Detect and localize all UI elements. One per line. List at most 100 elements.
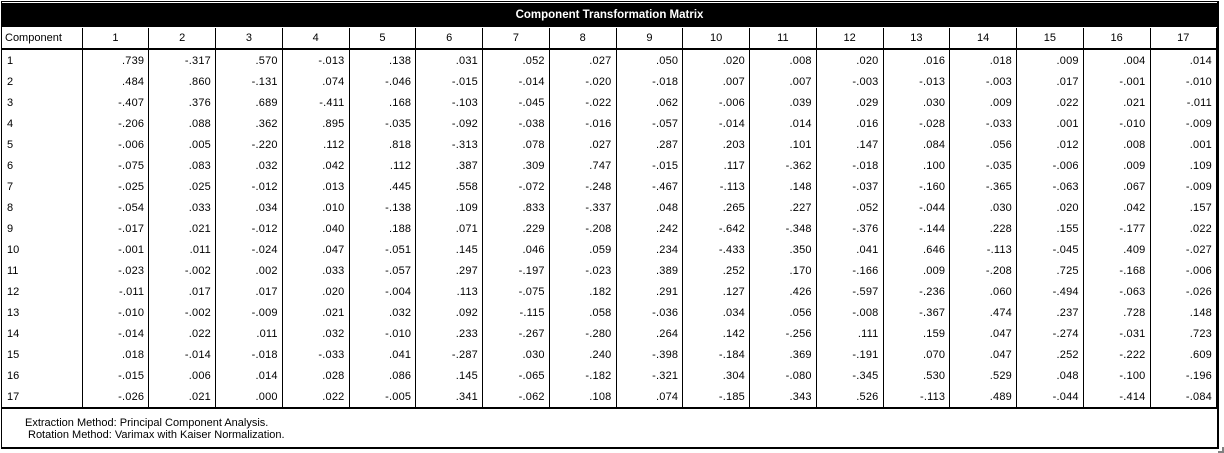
table-cell: -.009 bbox=[1150, 176, 1218, 197]
table-cell: .017 bbox=[215, 281, 283, 302]
table-cell: -.411 bbox=[282, 92, 350, 113]
table-cell: -.197 bbox=[482, 260, 550, 281]
table-row: 14 -.014.022.011.032 -.010.233 -.267 -.280.2… bbox=[2, 323, 1218, 344]
table-cell: -.025 bbox=[82, 176, 150, 197]
table-row: 11 -.023 -.002.002.033 -.057.297 -.197 -.023.… bbox=[2, 260, 1218, 281]
table-cell: .067 bbox=[1083, 176, 1151, 197]
table-cell: .021 bbox=[1083, 92, 1151, 113]
table-cell: -.113 bbox=[883, 386, 951, 409]
table-cell: .007 bbox=[749, 71, 817, 92]
table-cell: .170 bbox=[749, 260, 817, 281]
table-cell: .052 bbox=[482, 49, 550, 71]
table-cell: .252 bbox=[1016, 344, 1084, 365]
table-cell: .001 bbox=[1016, 113, 1084, 134]
table-cell: -.642 bbox=[682, 218, 750, 239]
table-cell: .570 bbox=[215, 49, 283, 71]
table-cell: -.015 bbox=[616, 155, 684, 176]
table-cell: .030 bbox=[883, 92, 951, 113]
table-cell: .113 bbox=[415, 281, 483, 302]
table-cell: .127 bbox=[682, 281, 750, 302]
table-cell: .264 bbox=[616, 323, 684, 344]
table-cell: -.014 bbox=[82, 323, 150, 344]
column-header: 8 bbox=[549, 28, 617, 50]
table-cell: .100 bbox=[883, 155, 951, 176]
table-cell: .056 bbox=[749, 302, 817, 323]
table-cell: -.166 bbox=[816, 260, 884, 281]
table-cell: .008 bbox=[749, 49, 817, 71]
table-cell: .032 bbox=[349, 302, 417, 323]
table-cell: .050 bbox=[616, 49, 684, 71]
table-cell: -.020 bbox=[549, 71, 617, 92]
table-cell: -.026 bbox=[1150, 281, 1218, 302]
table-cell: -.080 bbox=[749, 365, 817, 386]
table-cell: .022 bbox=[1016, 92, 1084, 113]
table-cell: -.365 bbox=[949, 176, 1017, 197]
table-cell: -.037 bbox=[816, 176, 884, 197]
table-cell: .006 bbox=[148, 365, 216, 386]
footnotes: Extraction Method: Principal Component A… bbox=[25, 417, 285, 441]
table-cell: .041 bbox=[349, 344, 417, 365]
table-cell: -.376 bbox=[816, 218, 884, 239]
table-cell: .048 bbox=[1016, 365, 1084, 386]
table-cell: .168 bbox=[349, 92, 417, 113]
table-cell: -.018 bbox=[816, 155, 884, 176]
table-cell: .021 bbox=[282, 302, 350, 323]
table-cell: -.256 bbox=[749, 323, 817, 344]
table-row: 5 -.006.005 -.220.112.818 -.313.078.027.287… bbox=[2, 134, 1218, 155]
table-row: 12 -.011.017.017.020 -.004.113 -.075.182.29… bbox=[2, 281, 1218, 302]
table-cell: -.144 bbox=[883, 218, 951, 239]
table-cell: -.051 bbox=[349, 239, 417, 260]
rotation-method-note: Rotation Method: Varimax with Kaiser Nor… bbox=[28, 429, 285, 441]
table-cell: -.057 bbox=[616, 113, 684, 134]
table-cell: .112 bbox=[349, 155, 417, 176]
table-cell: -.004 bbox=[349, 281, 417, 302]
table-cell: -.168 bbox=[1083, 260, 1151, 281]
table-cell: .027 bbox=[549, 49, 617, 71]
table-cell: -.348 bbox=[749, 218, 817, 239]
table-cell: -.046 bbox=[349, 71, 417, 92]
column-header: 11 bbox=[749, 28, 817, 50]
table-cell: -.001 bbox=[1083, 71, 1151, 92]
table-cell: .014 bbox=[1150, 49, 1218, 71]
row-header: 13 bbox=[2, 302, 83, 323]
table-cell: .265 bbox=[682, 197, 750, 218]
table-cell: -.003 bbox=[816, 71, 884, 92]
table-cell: .012 bbox=[1016, 134, 1084, 155]
table-cell: .084 bbox=[883, 134, 951, 155]
table-cell: .086 bbox=[349, 365, 417, 386]
row-header: 11 bbox=[2, 260, 83, 281]
component-transformation-matrix: Component 1 2 3 4 5 6 7 8 9 10 11 12 13 … bbox=[2, 28, 1218, 409]
table-cell: .228 bbox=[949, 218, 1017, 239]
table-cell: -.014 bbox=[682, 113, 750, 134]
table-cell: .002 bbox=[215, 260, 283, 281]
table-cell: -.177 bbox=[1083, 218, 1151, 239]
resize-handle[interactable] bbox=[1218, 447, 1224, 453]
table-cell: .409 bbox=[1083, 239, 1151, 260]
table-cell: -.018 bbox=[616, 71, 684, 92]
table-cell: -.113 bbox=[682, 176, 750, 197]
table-cell: .445 bbox=[349, 176, 417, 197]
column-header: 6 bbox=[415, 28, 483, 50]
table-row: 3 -.407.376.689 -.411.168 -.103 -.045 -.022.0… bbox=[2, 92, 1218, 113]
table-cell: .004 bbox=[1083, 49, 1151, 71]
table-cell: .426 bbox=[749, 281, 817, 302]
table-cell: .030 bbox=[949, 197, 1017, 218]
table-cell: .018 bbox=[949, 49, 1017, 71]
table-cell: -.115 bbox=[482, 302, 550, 323]
table-cell: -.362 bbox=[749, 155, 817, 176]
table-cell: .145 bbox=[415, 365, 483, 386]
table-cell: -.407 bbox=[82, 92, 150, 113]
table-cell: -.597 bbox=[816, 281, 884, 302]
column-header: 5 bbox=[349, 28, 417, 50]
table-cell: .304 bbox=[682, 365, 750, 386]
table-cell: -.035 bbox=[349, 113, 417, 134]
row-header: 10 bbox=[2, 239, 83, 260]
column-header: 3 bbox=[215, 28, 283, 50]
table-cell: -.236 bbox=[883, 281, 951, 302]
table-cell: .009 bbox=[949, 92, 1017, 113]
table-row: 4 -.206.088.362.895 -.035 -.092 -.038 -.016 -.… bbox=[2, 113, 1218, 134]
table-row: 8 -.054.033.034.010 -.138.109.833 -.337.048… bbox=[2, 197, 1218, 218]
table-cell: .017 bbox=[148, 281, 216, 302]
table-cell: -.023 bbox=[549, 260, 617, 281]
row-header: 4 bbox=[2, 113, 83, 134]
